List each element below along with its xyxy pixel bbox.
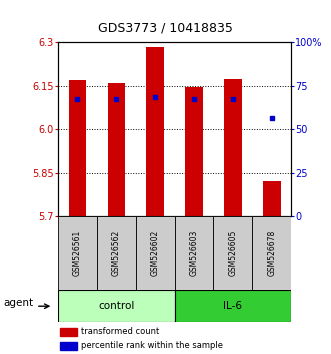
Text: percentile rank within the sample: percentile rank within the sample — [81, 341, 223, 350]
Bar — [263, 181, 281, 216]
Bar — [60, 327, 76, 336]
Bar — [60, 342, 76, 350]
FancyBboxPatch shape — [174, 216, 213, 290]
FancyBboxPatch shape — [58, 216, 97, 290]
Text: GSM526605: GSM526605 — [228, 230, 237, 276]
FancyBboxPatch shape — [174, 290, 291, 322]
Text: GSM526562: GSM526562 — [112, 230, 121, 276]
Text: GDS3773 / 10418835: GDS3773 / 10418835 — [98, 22, 233, 35]
Text: control: control — [98, 301, 134, 311]
FancyBboxPatch shape — [213, 216, 252, 290]
Text: GSM526603: GSM526603 — [190, 230, 199, 276]
Bar — [185, 87, 203, 216]
Text: transformed count: transformed count — [81, 326, 160, 336]
Bar — [224, 79, 242, 216]
FancyBboxPatch shape — [136, 216, 174, 290]
Text: GSM526561: GSM526561 — [73, 230, 82, 276]
FancyBboxPatch shape — [97, 216, 136, 290]
Text: GSM526678: GSM526678 — [267, 230, 276, 276]
Text: IL-6: IL-6 — [223, 301, 242, 311]
Text: GSM526602: GSM526602 — [151, 230, 160, 276]
Bar — [108, 83, 125, 216]
Text: agent: agent — [3, 298, 33, 308]
Bar — [69, 80, 86, 216]
FancyBboxPatch shape — [252, 216, 291, 290]
FancyBboxPatch shape — [58, 290, 174, 322]
Bar — [146, 47, 164, 216]
